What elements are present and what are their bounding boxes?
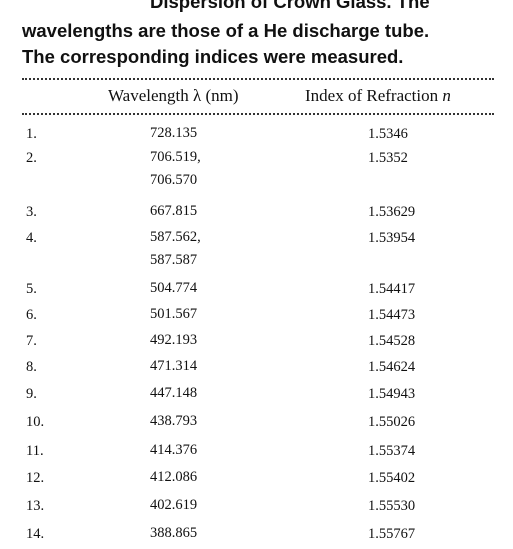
index-value: 1.55026 [368, 414, 416, 430]
wavelength-value: 471.314 [150, 358, 198, 374]
header-index-symbol: n [442, 86, 451, 105]
row-number: 11. [26, 443, 44, 459]
caption-line-3: The corresponding indices were measured. [22, 46, 404, 67]
wavelength-cell: 471.314 [150, 355, 197, 378]
row-number: 7. [26, 333, 37, 349]
index-value: 1.54417 [368, 281, 416, 297]
wavelength-value: 438.793 [150, 413, 198, 429]
row-number: 2. [26, 150, 37, 166]
wavelength-value: 504.774 [150, 280, 198, 296]
wavelength-cell: 728.135 [150, 122, 197, 145]
index-value: 1.55530 [368, 498, 416, 514]
row-number: 8. [26, 359, 37, 375]
wavelength-value: 587.587 [150, 252, 198, 268]
index-value: 1.54528 [368, 333, 416, 349]
index-value: 1.54943 [368, 386, 416, 402]
wavelength-value: 706.519, [150, 149, 201, 165]
wavelength-cell: 667.815 [150, 200, 197, 223]
header-dotted-rule [22, 113, 494, 115]
wavelength-cell: 706.519, 706.570 [150, 146, 201, 192]
index-value: 1.55374 [368, 443, 416, 459]
wavelength-cell: 587.562, 587.587 [150, 226, 201, 272]
row-number: 6. [26, 307, 37, 323]
index-value: 1.54624 [368, 359, 416, 375]
wavelength-cell: 504.774 [150, 277, 197, 300]
wavelength-value: 667.815 [150, 203, 198, 219]
wavelength-value: 402.619 [150, 497, 198, 513]
row-number: 14. [26, 526, 45, 542]
wavelength-cell: 402.619 [150, 494, 197, 517]
wavelength-value: 492.193 [150, 332, 198, 348]
row-number: 9. [26, 386, 37, 402]
wavelength-value: 412.086 [150, 469, 198, 485]
row-number: 12. [26, 470, 45, 486]
top-dotted-rule [22, 78, 494, 80]
index-value: 1.55402 [368, 470, 416, 486]
wavelength-cell: 388.865 [150, 522, 197, 545]
wavelength-value: 447.148 [150, 385, 198, 401]
caption-line-1: Dispersion of Crown Glass. The [150, 0, 430, 12]
table-header: Wavelength λ (nm) Index of Refraction n [0, 86, 513, 112]
wavelength-value: 728.135 [150, 125, 198, 141]
wavelength-cell: 501.567 [150, 303, 197, 326]
row-number: 5. [26, 281, 37, 297]
wavelength-cell: 412.086 [150, 466, 197, 489]
index-value: 1.53954 [368, 230, 416, 246]
wavelength-value: 501.567 [150, 306, 198, 322]
row-number: 3. [26, 204, 37, 220]
index-value: 1.5352 [368, 150, 408, 166]
wavelength-cell: 414.376 [150, 439, 197, 462]
row-number: 13. [26, 498, 45, 514]
header-wavelength: Wavelength λ (nm) [108, 86, 239, 105]
wavelength-value: 388.865 [150, 525, 198, 541]
wavelength-cell: 447.148 [150, 382, 197, 405]
row-number: 4. [26, 230, 37, 246]
wavelength-value: 587.562, [150, 229, 201, 245]
index-value: 1.55767 [368, 526, 416, 542]
header-index: Index of Refraction n [305, 86, 451, 105]
caption-line-2: wavelengths are those of a He discharge … [22, 20, 430, 41]
index-value: 1.53629 [368, 204, 416, 220]
wavelength-cell: 438.793 [150, 410, 197, 433]
index-value: 1.54473 [368, 307, 416, 323]
row-number: 10. [26, 414, 45, 430]
wavelength-cell: 492.193 [150, 329, 197, 352]
wavelength-value: 706.570 [150, 172, 198, 188]
index-value: 1.5346 [368, 126, 408, 142]
wavelength-value: 414.376 [150, 442, 198, 458]
row-number: 1. [26, 126, 37, 142]
